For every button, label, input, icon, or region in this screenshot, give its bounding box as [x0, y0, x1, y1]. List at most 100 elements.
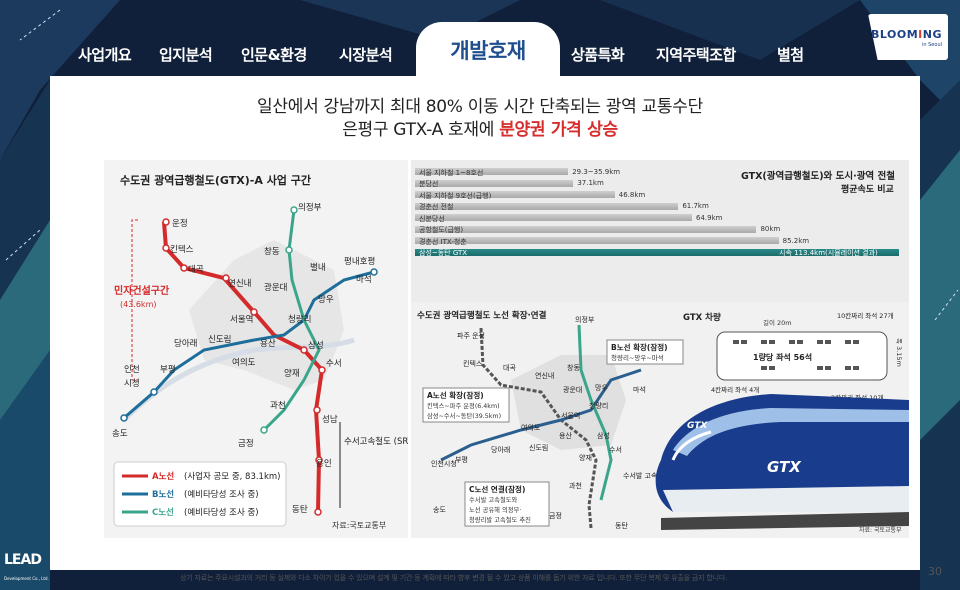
- map1-source: 자료:국토교통부: [332, 521, 386, 530]
- private-section-label: 민자건설구간: [114, 284, 170, 297]
- station-label: 연신내: [228, 279, 251, 289]
- station-label: 신도림: [208, 334, 231, 345]
- speed-bar-value: 64.9km: [695, 213, 723, 222]
- blooming-logo[interactable]: BLOOMING in Seoul: [868, 14, 948, 60]
- station-label: 여의도: [232, 357, 256, 368]
- c-extension-desc-2: 노선 공유해 의정부·: [469, 505, 521, 514]
- nav-item-market[interactable]: 시장분석: [339, 46, 393, 64]
- nav-item-appendix[interactable]: 별첨: [777, 46, 804, 64]
- a-extension-desc-2: 삼성~수서~동탄(39.5km): [427, 411, 501, 420]
- map2-line-c: [577, 324, 613, 501]
- b-extension-title: B노선 확장(잠정): [611, 342, 668, 352]
- map2-station: 여의도: [521, 423, 541, 432]
- speed-bar: [415, 191, 615, 198]
- a-extension-desc-1: 킨텍스~파주 운정(6.4km): [427, 401, 500, 410]
- station-label: 시청: [124, 379, 140, 389]
- speed-bar: [415, 248, 899, 256]
- line-b-route: [123, 270, 375, 420]
- b-extension-desc: 청량리~망우~마석: [611, 353, 664, 362]
- c-extension-desc-1: 수서발 고속철도와: [469, 495, 518, 504]
- car-seats-10: 10칸짜리 좌석 27개: [837, 311, 894, 320]
- speed-bar-value: 80km: [760, 225, 781, 233]
- map2-station: 망우: [595, 383, 608, 392]
- speed-chart-subtitle: 평균속도 비교: [841, 185, 894, 195]
- train-mark-front: GTX: [687, 421, 708, 431]
- station-label: 평내호평: [344, 256, 375, 267]
- station-label: 용인: [316, 458, 332, 469]
- disclaimer-footer: 상기 자료는 주요시설과의 거리 등 실제와 다소 차이가 있을 수 있으며 설…: [180, 574, 728, 582]
- station-label: 동탄: [292, 504, 308, 515]
- speed-bar-label: 삼성~동탄 GTX: [419, 249, 468, 257]
- legend-a-desc: (사업자 공모 중, 83.1km): [184, 472, 281, 482]
- legend-b-desc: (예비타당성 조사 중): [184, 489, 259, 500]
- speed-bar-label: 공항철도(급행): [419, 226, 464, 234]
- station-label: 의정부: [298, 202, 322, 213]
- gtx-train-illustration: GTX GTX: [655, 394, 909, 530]
- station-label: 양재: [284, 368, 300, 379]
- car-seats-2: 2칸짜리 좌석 10개: [831, 393, 883, 402]
- map2-station: 금정: [549, 511, 562, 520]
- map2-station: 삼성: [597, 431, 610, 440]
- speed-bar-label: 신분당선: [419, 214, 445, 223]
- station-label: 과천: [270, 400, 286, 411]
- nav-item-demographics[interactable]: 인문&환경: [241, 46, 307, 64]
- srt-note: 수서고속철도 (SRT)와 선로 공동사용 예정: [344, 436, 408, 447]
- map2-station: 의정부: [575, 315, 595, 324]
- map2-station: 창동: [567, 364, 580, 372]
- gtx-a-route-map: 수도권 광역급행철도(GTX)-A 사업 구간 민자건설구간 (43.6km) …: [104, 160, 495, 538]
- station-label: 운정: [172, 218, 188, 229]
- page-number: 30: [928, 565, 942, 578]
- legend-a-name: A노선: [152, 471, 174, 482]
- station-label: 부평: [160, 364, 176, 375]
- map1-title: 수도권 광역급행철도(GTX)-A 사업 구간: [120, 173, 311, 187]
- private-section-length: (43.6km): [120, 300, 156, 309]
- car-width: 폭 3.15m: [895, 338, 903, 367]
- map2-title: 수도권 광역급행철도 노선 확장·연결: [417, 310, 547, 321]
- speed-bar-value: 85.2km: [782, 236, 810, 245]
- line-a-route: [162, 221, 325, 513]
- map2-station: 당아래: [491, 445, 510, 454]
- nav-item-product[interactable]: 상품특화: [571, 46, 625, 64]
- map2-station: 과천: [569, 481, 582, 490]
- speed-bar-label: 서울 지하철 9호선(급행): [419, 191, 492, 200]
- nav-item-location[interactable]: 입지분석: [159, 46, 213, 64]
- nav-item-development-active[interactable]: 개발호재: [416, 22, 560, 78]
- legend-b-name: B노선: [152, 489, 174, 500]
- speed-bar-value: 37.1km: [577, 179, 604, 187]
- speed-bar-label: 분당선: [419, 180, 439, 188]
- car-floorplan: [716, 331, 888, 381]
- gtx-source: 자료: 국토교통부: [859, 526, 902, 534]
- station-label: 창동: [264, 247, 280, 257]
- map2-station: 신도림: [529, 443, 548, 452]
- map2-station: 연신내: [535, 371, 554, 380]
- headline-line-2: 은평구 GTX-A 호재에 분양권 가격 상승: [342, 120, 618, 140]
- station-label: 킨텍스: [170, 244, 194, 255]
- station-label: 청량리: [288, 314, 311, 325]
- han-river: [122, 337, 355, 422]
- station-label: 삼성: [308, 340, 324, 351]
- speed-bar-value: 29.3~35.9km: [572, 167, 621, 176]
- map2-station: 광운대: [563, 386, 582, 394]
- lead-logo: LEAD: [4, 552, 42, 568]
- station-label: 금정: [238, 438, 254, 449]
- lead-logo-sub: Development Co., Ltd.: [4, 576, 49, 581]
- speed-bar-label: 서울 지하철 1~8호선: [419, 168, 484, 177]
- station-label: 마석: [356, 274, 372, 285]
- map2-station: 마석: [633, 385, 646, 394]
- speed-bar: [415, 214, 692, 221]
- legend-c-desc: (예비타당성 조사 중): [184, 507, 259, 518]
- station-label: 망우: [318, 294, 334, 305]
- nav-item-housing-union[interactable]: 지역주택조합: [656, 46, 736, 64]
- station-label: 송도: [112, 429, 128, 439]
- map2-station: 대곡: [503, 364, 516, 372]
- nav-item-overview[interactable]: 사업개요: [78, 46, 132, 64]
- car-seats-per-car: 1량당 좌석 56석: [753, 352, 812, 362]
- station-label: 수서: [326, 359, 342, 369]
- line-c-route: [262, 209, 321, 432]
- station-label: 인천: [124, 364, 140, 375]
- speed-bar-label: 경춘선 전철: [419, 203, 454, 211]
- map2-line-b: [440, 368, 642, 462]
- car-length: 길이 20m: [763, 318, 792, 327]
- station-label: 대곡: [188, 265, 204, 275]
- map2-station: 양재: [579, 454, 592, 462]
